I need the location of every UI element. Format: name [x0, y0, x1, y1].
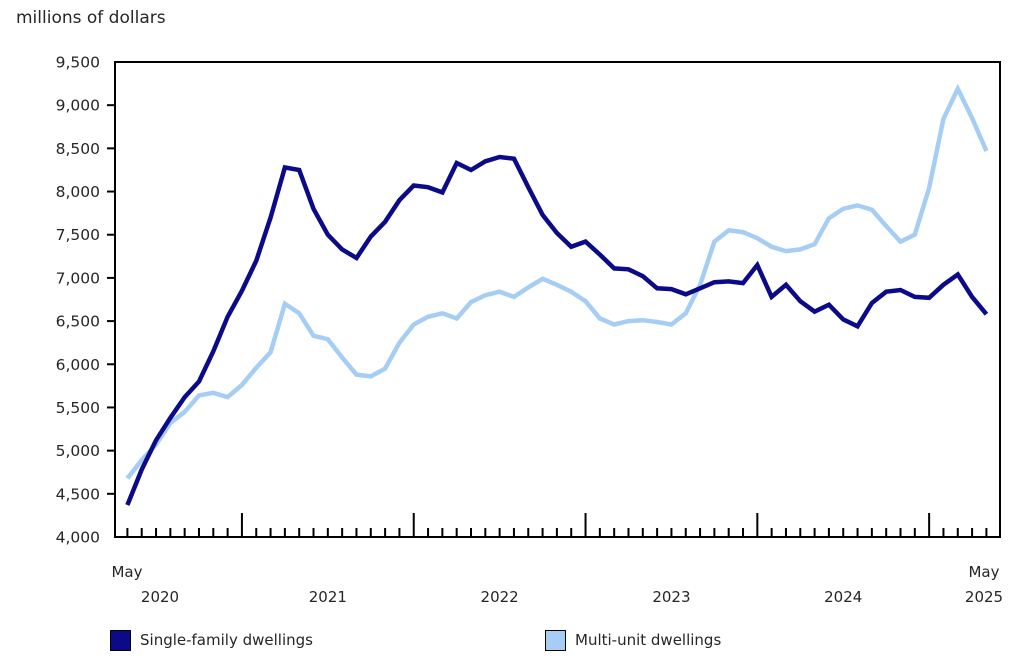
y-axis-tick-label: 9,000: [56, 97, 100, 115]
x-label-year: 2021: [309, 588, 347, 606]
x-label-start-year: 2020: [141, 588, 179, 606]
x-label-end-year: 2025: [965, 588, 1003, 606]
x-label-end-month: May: [968, 563, 999, 581]
x-label-year: 2022: [481, 588, 519, 606]
multi-unit-swatch-icon: [545, 629, 566, 651]
x-label-year: 2024: [824, 588, 862, 606]
y-axis-tick-label: 4,500: [56, 485, 100, 503]
y-axis-tick-label: 7,500: [56, 226, 100, 244]
x-label-start-month: May: [111, 563, 142, 581]
y-axis-tick-label: 5,500: [56, 399, 100, 417]
series-line-multi-unit: [125, 83, 989, 480]
x-label-year: 2023: [652, 588, 690, 606]
y-axis-tick-label: 5,000: [56, 442, 100, 460]
y-axis-tick-label: 8,500: [56, 140, 100, 158]
y-axis-tick-label: 8,000: [56, 183, 100, 201]
legend-label-single-family: Single-family dwellings: [140, 631, 313, 649]
y-axis-tick-label: 6,000: [56, 356, 100, 374]
plot-frame: [114, 61, 1001, 538]
chart-title: millions of dollars: [16, 8, 166, 28]
legend-item-multi-unit: Multi-unit dwellings: [545, 628, 721, 652]
single-family-swatch-icon: [110, 629, 131, 651]
y-axis-tick-label: 4,000: [56, 529, 100, 547]
legend-item-single-family: Single-family dwellings: [110, 628, 313, 652]
y-axis-tick-label: 9,500: [56, 54, 100, 72]
legend-label-multi-unit: Multi-unit dwellings: [575, 631, 722, 649]
y-axis-tick-label: 6,500: [56, 313, 100, 331]
series-line-single-family: [125, 154, 989, 506]
y-axis-tick-label: 7,000: [56, 269, 100, 287]
